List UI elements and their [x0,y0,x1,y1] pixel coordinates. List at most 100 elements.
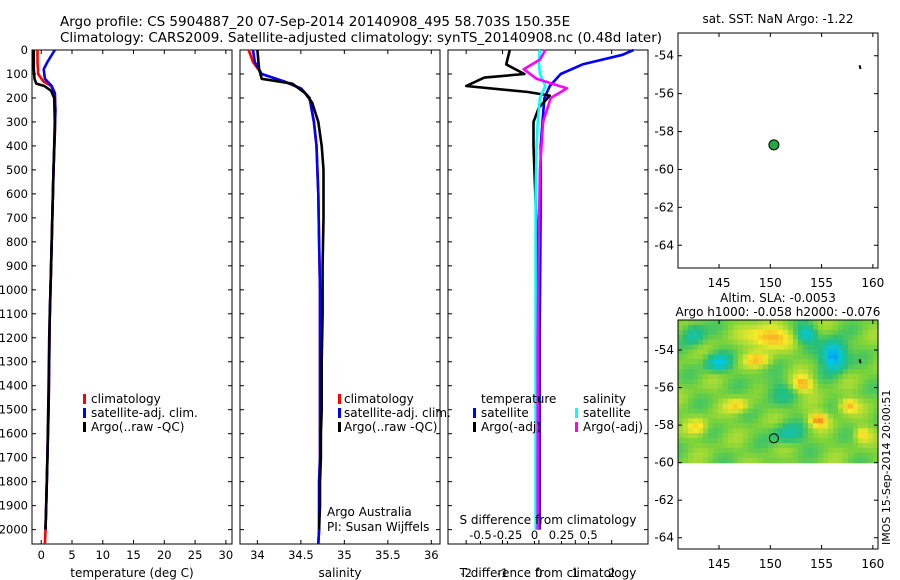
sla-cell [703,393,709,400]
sla-cell [718,438,724,444]
sla-cell [688,418,694,424]
sla-cell [873,354,879,360]
sla-cell [678,428,684,434]
y-tick-label: -58 [654,418,674,432]
sla-cell [693,364,699,370]
sla-cell [868,438,874,444]
sla-cell [753,398,759,405]
sla-cell [753,393,759,400]
sla-cell [768,408,774,415]
sla-cell [763,334,769,341]
sla-cell [688,447,694,454]
sla-cell [818,349,824,356]
sla-cell [783,408,789,415]
sla-cell [758,374,764,380]
depth-tick-label: 2000 [0,523,28,537]
depth-tick-label: 1800 [0,475,28,489]
sla-cell [763,364,769,370]
sla-cell [753,447,759,454]
sla-cell [723,374,729,380]
sla-cell [683,442,689,449]
sla-cell [713,349,719,356]
sla-cell [738,320,744,326]
sla-cell [803,320,809,326]
sla-cell [758,329,764,336]
sla-cell [813,408,819,415]
x-tick-label: 35 [337,548,352,562]
sla-cell [838,339,844,346]
salinity-plot-frame [239,49,441,545]
sla-cell [818,324,824,331]
sla-cell [773,452,779,459]
x-tick-label: 34.5 [288,548,314,562]
sla-cell [703,374,709,380]
sla-cell [798,413,804,419]
sla-cell [788,403,794,410]
sla-cell [813,374,819,380]
sla-cell [773,442,779,449]
sla-cell [758,457,764,464]
sla-cell [693,320,699,326]
sla-cell [693,339,699,346]
sla-cell [813,442,819,449]
sla-cell [758,418,764,424]
sla-cell [873,403,879,410]
sla-cell [733,320,739,326]
sla-cell [788,452,794,459]
sla-cell [768,442,774,449]
sla-cell [848,408,854,415]
sla-cell [838,433,844,439]
sla-cell [748,334,754,341]
sla-cell [818,398,824,405]
sla-cell [808,339,814,346]
sla-cell [758,423,764,429]
t-difference-xlabel: T difference from climatology [459,566,637,580]
sla-cell [838,457,844,464]
sla-cell [868,354,874,360]
sla-cell [693,388,699,395]
sla-cell [788,374,794,380]
sla-cell [873,452,879,459]
sla-cell [783,388,789,395]
sla-cell [678,374,684,380]
sla-cell [708,324,714,331]
sla-cell [748,339,754,346]
sla-cell [843,374,849,380]
sla-cell [783,413,789,419]
legend-swatch-temp-argo [473,422,476,432]
sla-cell [693,324,699,331]
sla-cell [813,428,819,434]
sla-cell [718,457,724,464]
sla-cell [863,339,869,346]
sla-cell [738,339,744,346]
sla-cell [833,442,839,449]
sla-cell [853,344,859,351]
sla-cell [703,408,709,415]
sla-cell [868,428,874,434]
sla-cell [728,334,734,341]
sla-cell [838,364,844,370]
sla-cell [763,354,769,360]
sla-cell [798,457,804,464]
sla-cell [758,433,764,439]
sla-cell [828,442,834,449]
sla-cell [778,457,784,464]
sla-cell [798,447,804,454]
sla-cell [803,447,809,454]
sla-cell [798,349,804,356]
sla-cell [808,379,814,385]
sla-cell [838,354,844,360]
sla-cell [753,349,759,356]
sla-cell [688,349,694,356]
sla-cell [868,393,874,400]
sla-cell [788,428,794,434]
sla-cell [843,369,849,375]
sla-cell [793,457,799,464]
sla-cell [833,452,839,459]
sla-cell [723,364,729,370]
sla-cell [838,398,844,405]
sla-cell [803,359,809,365]
sla-cell [773,359,779,365]
sla-cell [728,457,734,464]
sla-cell [843,388,849,395]
